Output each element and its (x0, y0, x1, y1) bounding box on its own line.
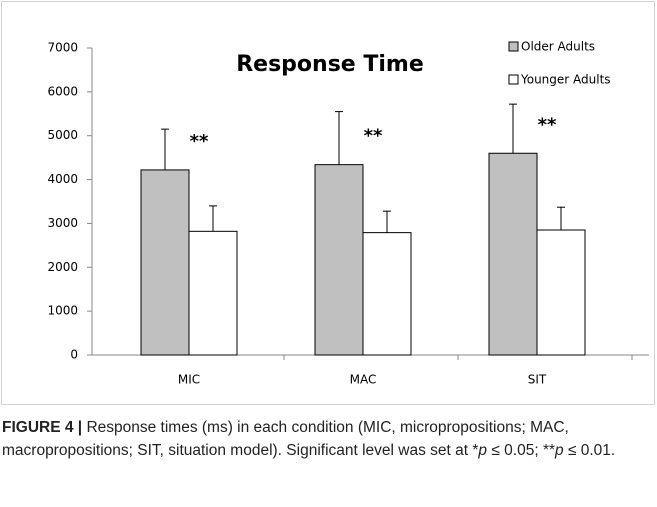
caption: FIGURE 4 | Response times (ms) in each c… (2, 416, 642, 462)
legend-swatch (508, 74, 519, 85)
x-tick-label: MAC (350, 373, 377, 387)
annotation: ** (538, 114, 557, 135)
x-tick-label: MIC (178, 373, 200, 387)
caption-text: Response times (ms) in each condition (M… (2, 419, 569, 459)
x-tick-label: SIT (528, 373, 547, 387)
bar (362, 232, 412, 356)
bar (140, 169, 190, 356)
caption-text: ≤ 0.05; ** (487, 442, 556, 459)
caption-text: p (555, 442, 564, 459)
caption-text: p (478, 442, 488, 459)
legend-label: Younger Adults (520, 73, 611, 87)
y-tick-label: 6000 (47, 84, 78, 98)
y-tick-label: 2000 (47, 260, 78, 274)
annotation: ** (190, 131, 209, 152)
chart: Response Time 0 1000 2000 3000 4000 5000 6000 7… (1, 1, 655, 405)
legend-swatch (508, 41, 519, 52)
y-tick-label: 0 (70, 348, 78, 362)
annotation: ** (364, 126, 383, 147)
y-tick-label: 4000 (47, 172, 78, 186)
chart-border (1, 1, 655, 405)
bar (314, 164, 364, 356)
caption-label: FIGURE 4 | (2, 419, 83, 436)
y-tick-label: 3000 (47, 216, 78, 230)
caption-text: ≤ 0.01. (563, 442, 616, 459)
y-tick-label: 1000 (47, 304, 78, 318)
legend-label: Older Adults (521, 40, 595, 54)
bar (488, 152, 538, 356)
bar (188, 230, 238, 356)
y-tick-label: 7000 (47, 41, 78, 55)
chart-title: Response Time (236, 52, 424, 77)
y-tick-label: 5000 (47, 128, 78, 142)
bar (536, 229, 586, 356)
